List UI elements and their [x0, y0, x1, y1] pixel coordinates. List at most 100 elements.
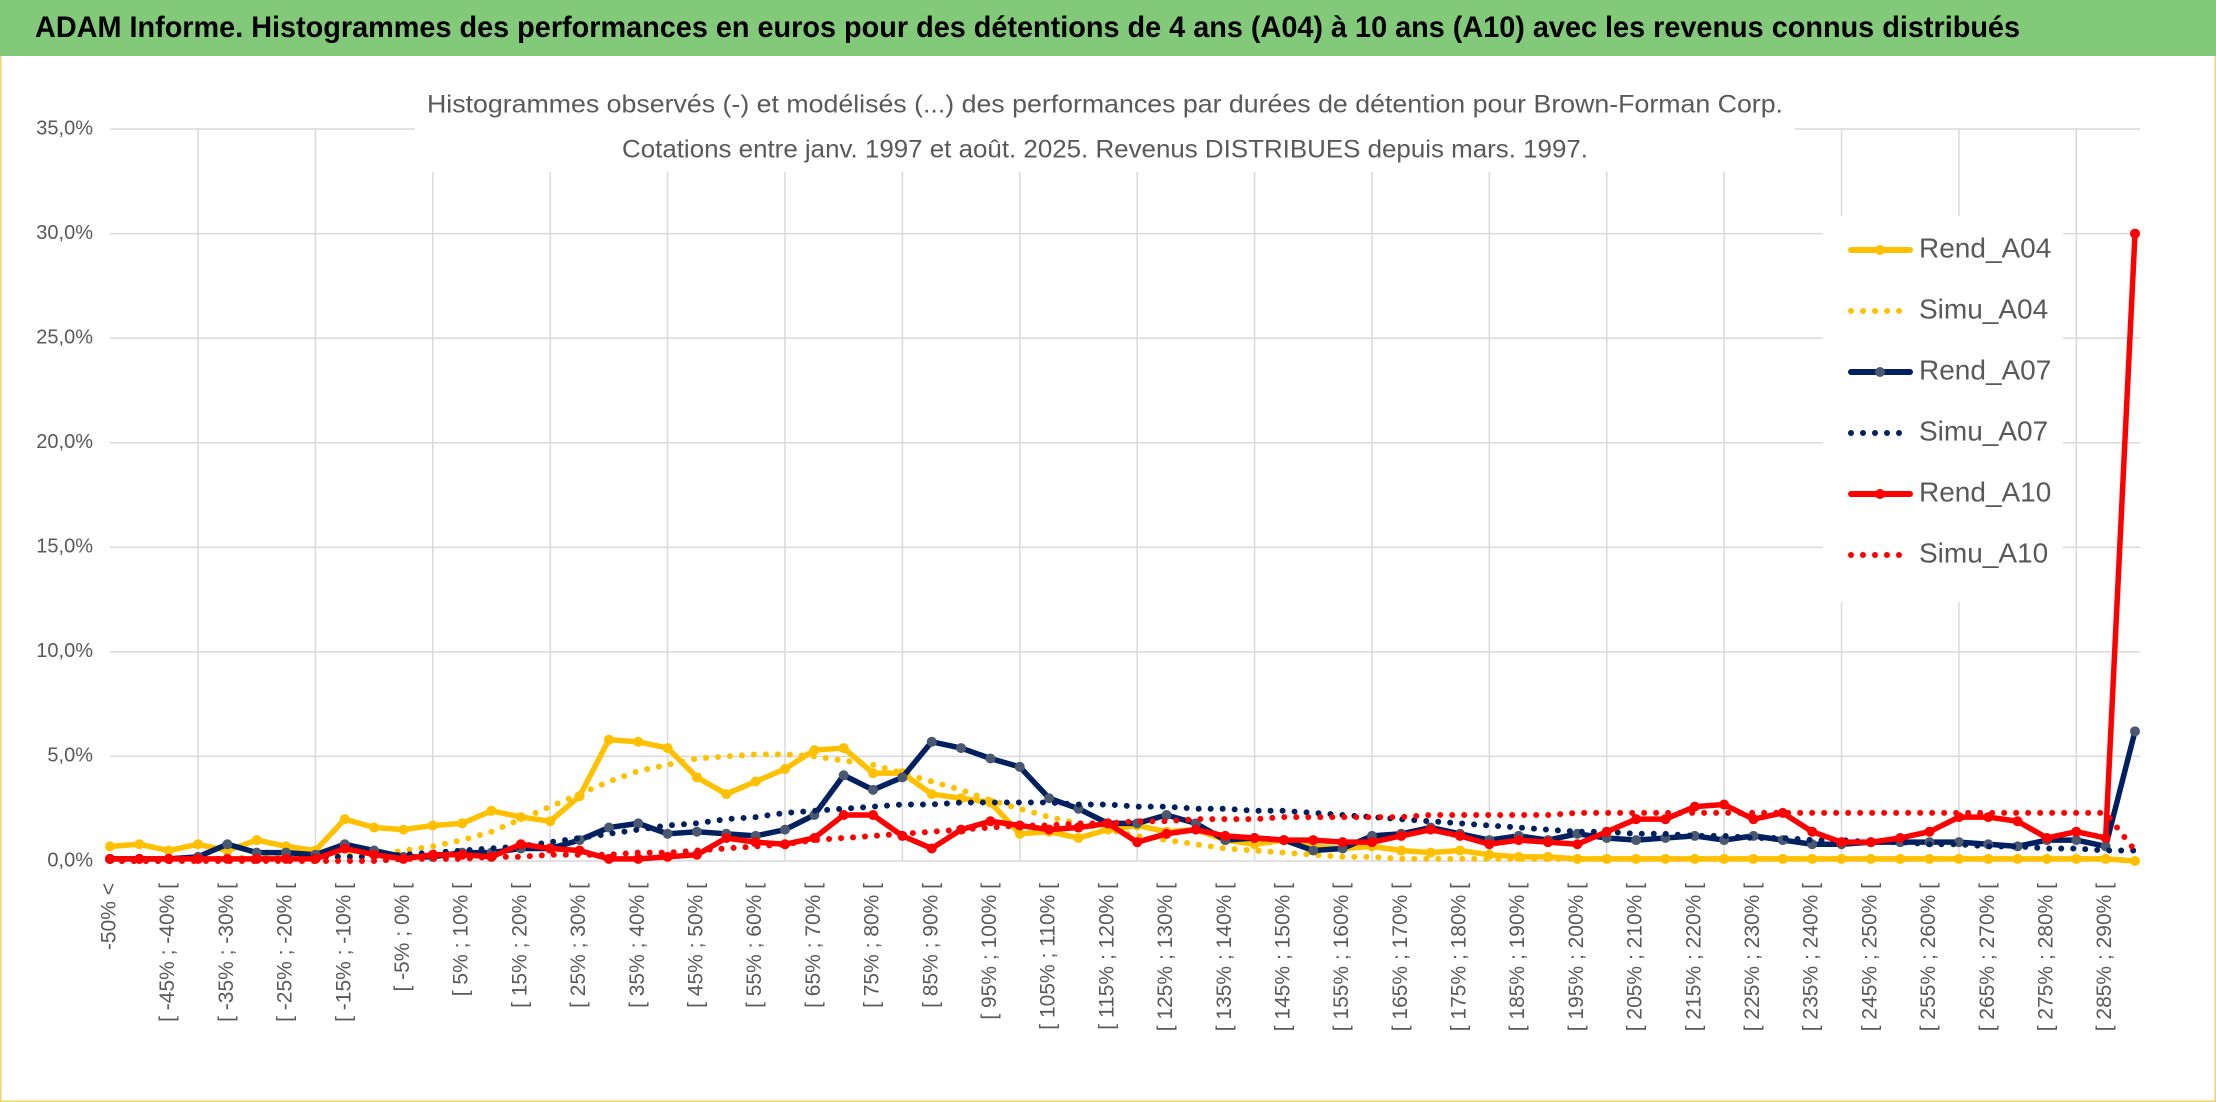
x-tick-label: -50% < — [98, 883, 121, 950]
point — [897, 772, 908, 783]
point — [868, 768, 879, 779]
point — [398, 824, 409, 835]
y-tick-label: 35,0% — [36, 117, 93, 139]
point — [1484, 839, 1495, 850]
y-tick-label: 5,0% — [47, 745, 93, 767]
x-tick-label: [ 95% ; 100% [ — [978, 883, 1001, 1020]
point — [545, 816, 556, 827]
point — [1631, 835, 1642, 846]
point — [1513, 835, 1524, 846]
point — [1161, 828, 1172, 839]
x-tick-label: [ 255% ; 260% [ — [1917, 883, 1940, 1031]
x-tick-label: [ 85% ; 90% [ — [919, 883, 942, 1008]
point — [1895, 853, 1906, 864]
overlay: Histogrammes observés (-) et modélisés (… — [415, 88, 2063, 602]
point — [1396, 830, 1407, 841]
point — [1308, 845, 1319, 856]
x-tick-label: [ 235% ; 240% [ — [1800, 883, 1823, 1031]
x-tick-label: [ -5% ; 0% [ — [391, 883, 414, 992]
x-tick-label: [ 245% ; 250% [ — [1858, 883, 1881, 1031]
point — [691, 772, 702, 783]
x-tick-label: [ 25% ; 30% [ — [567, 883, 590, 1008]
chart-title: Histogrammes observés (-) et modélisés (… — [427, 91, 1783, 119]
point — [2130, 228, 2140, 239]
x-tick-label: [ 15% ; 20% [ — [508, 883, 531, 1008]
page-title: ADAM Informe. Histogrammes des performan… — [35, 11, 2020, 44]
x-tick-label: [ 265% ; 270% [ — [1976, 883, 1999, 1031]
point — [222, 839, 233, 850]
point — [1777, 807, 1788, 818]
point — [1689, 830, 1700, 841]
legend-label: Rend_A07 — [1919, 354, 2051, 385]
point — [398, 853, 409, 864]
point — [1572, 839, 1583, 850]
x-tick-label: [ 45% ; 50% [ — [685, 883, 708, 1008]
point — [1044, 793, 1055, 804]
legend-label: Rend_A10 — [1919, 476, 2051, 507]
point — [809, 745, 820, 756]
point — [2041, 832, 2052, 843]
series-line — [107, 799, 2138, 864]
y-tick-label: 10,0% — [36, 640, 93, 662]
point — [1366, 837, 1377, 848]
point — [633, 818, 644, 829]
y-tick-label: 30,0% — [36, 222, 93, 244]
point — [1689, 853, 1700, 864]
point — [105, 841, 115, 852]
x-tick-label: [ -45% ; -40% [ — [156, 883, 179, 1022]
point — [1836, 853, 1847, 864]
point — [1836, 837, 1847, 848]
y-tick-label: 25,0% — [36, 326, 93, 348]
point — [985, 816, 996, 827]
legend-label: Simu_A04 — [1919, 293, 2048, 324]
point — [1924, 826, 1935, 837]
series-line — [107, 809, 2138, 864]
point — [1572, 853, 1583, 864]
point — [956, 743, 967, 754]
series-line — [107, 751, 2138, 864]
point — [633, 736, 644, 747]
x-tick-label: [ 5% ; 10% [ — [450, 883, 473, 996]
x-tick-label: [ 175% ; 180% [ — [1448, 883, 1471, 1031]
x-tick-label: [ 275% ; 280% [ — [2035, 883, 2058, 1031]
y-tick-label: 0,0% — [47, 849, 93, 871]
point — [1895, 832, 1906, 843]
point — [1631, 814, 1642, 825]
y-tick-label: 15,0% — [36, 536, 93, 558]
point — [2100, 832, 2111, 843]
point — [780, 824, 790, 835]
point — [838, 770, 849, 781]
point — [1425, 847, 1436, 858]
x-tick-label: [ 75% ; 80% [ — [861, 883, 884, 1008]
x-tick-label: [ 165% ; 170% [ — [1389, 883, 1412, 1031]
x-tick-label: [ 115% ; 120% [ — [1095, 883, 1118, 1030]
point — [2071, 826, 2082, 837]
point — [603, 822, 614, 833]
x-tick-label: [ 215% ; 220% [ — [1682, 883, 1705, 1031]
point — [662, 743, 673, 754]
point — [1748, 814, 1759, 825]
x-tick-label: [ 145% ; 150% [ — [1271, 883, 1294, 1031]
x-tick-label: [ 185% ; 190% [ — [1506, 883, 1529, 1031]
point — [633, 853, 644, 864]
point — [1396, 845, 1407, 856]
point — [339, 843, 350, 854]
point — [721, 832, 732, 843]
point — [457, 818, 468, 829]
x-tick-label: [ 55% ; 60% [ — [743, 883, 766, 1008]
point — [691, 826, 702, 837]
point — [1337, 837, 1348, 848]
point — [838, 809, 849, 820]
chart-subtitle: Cotations entre janv. 1997 et août. 2025… — [622, 136, 1588, 164]
x-tick-label: [ 135% ; 140% [ — [1213, 883, 1236, 1031]
point — [985, 753, 996, 764]
point — [2012, 841, 2023, 852]
point — [1220, 830, 1231, 841]
point — [1073, 832, 1084, 843]
legend-marker — [1875, 245, 1885, 255]
point — [427, 820, 438, 831]
point — [750, 776, 761, 787]
point — [1278, 835, 1289, 846]
point — [2012, 816, 2023, 827]
